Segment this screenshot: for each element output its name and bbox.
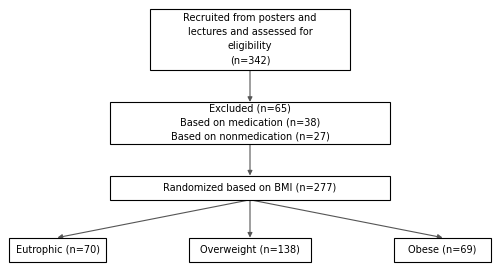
Text: Randomized based on BMI (n=277): Randomized based on BMI (n=277) xyxy=(164,183,336,193)
Text: Obese (n=69): Obese (n=69) xyxy=(408,245,476,255)
FancyBboxPatch shape xyxy=(9,238,106,262)
FancyBboxPatch shape xyxy=(110,176,390,200)
Text: Eutrophic (n=70): Eutrophic (n=70) xyxy=(16,245,100,255)
FancyBboxPatch shape xyxy=(394,238,491,262)
Text: Excluded (n=65)
Based on medication (n=38)
Based on nonmedication (n=27): Excluded (n=65) Based on medication (n=3… xyxy=(170,104,330,142)
FancyBboxPatch shape xyxy=(189,238,311,262)
FancyBboxPatch shape xyxy=(150,9,350,69)
FancyBboxPatch shape xyxy=(110,102,390,144)
Text: Overweight (n=138): Overweight (n=138) xyxy=(200,245,300,255)
Text: Recruited from posters and
lectures and assessed for
eligibility
(n=342): Recruited from posters and lectures and … xyxy=(184,13,316,65)
